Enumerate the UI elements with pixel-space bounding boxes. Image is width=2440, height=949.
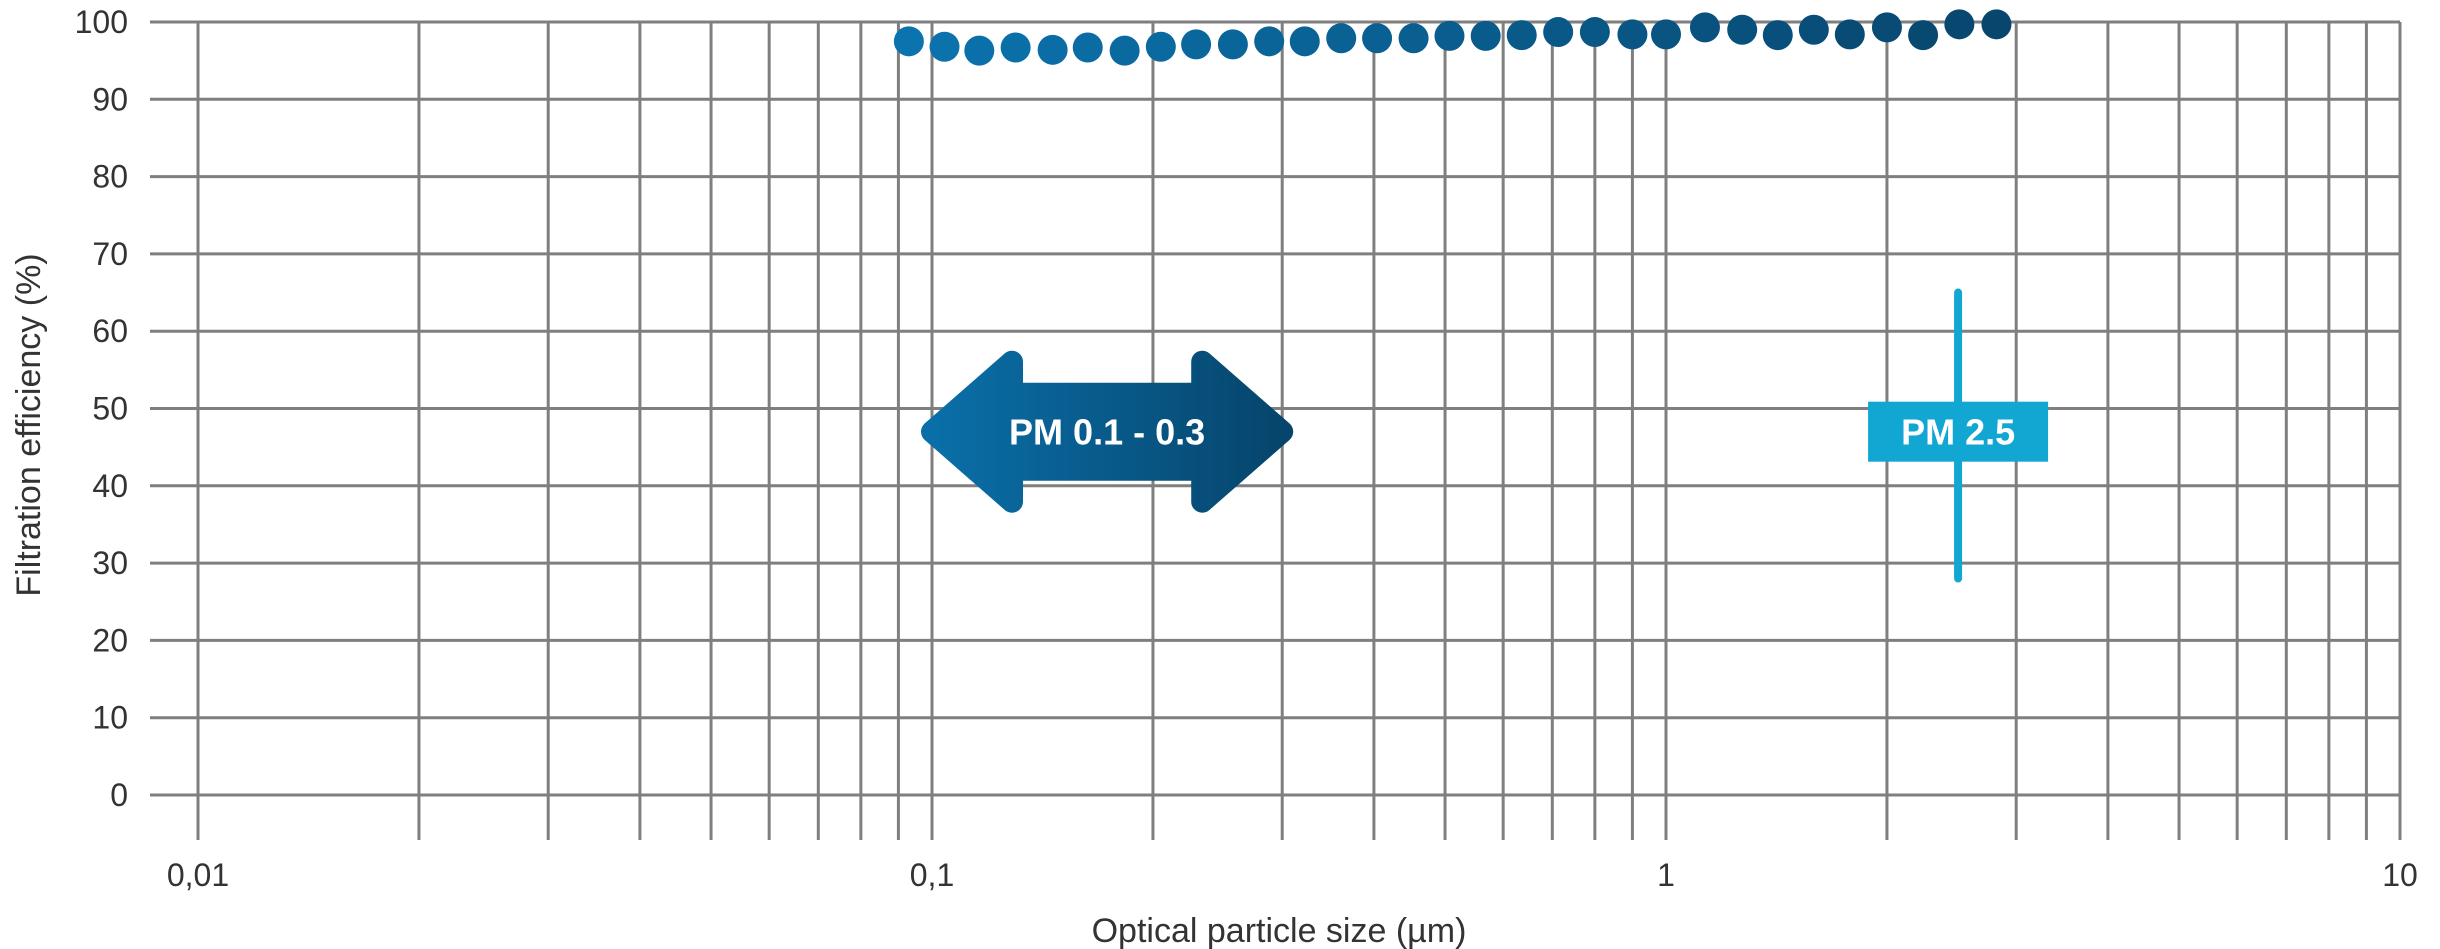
- y-tick-label: 50: [92, 391, 128, 427]
- pm-0.1-0.3-arrow: PM 0.1 - 0.3: [921, 350, 1294, 513]
- data-point: [1727, 14, 1758, 45]
- data-point: [1651, 19, 1681, 50]
- grid-lines: [150, 20, 2402, 840]
- data-point: [893, 26, 924, 57]
- y-tick-label: 0: [110, 777, 128, 813]
- data-point: [1037, 34, 1068, 65]
- y-tick-label: 20: [92, 622, 128, 658]
- data-point: [1362, 23, 1393, 54]
- data-point: [1145, 31, 1176, 62]
- y-tick-label: 80: [92, 159, 128, 195]
- pm-2.5-box: [1868, 401, 2049, 462]
- x-axis-title: Optical particle size (µm): [1092, 912, 1467, 949]
- data-point: [1000, 32, 1031, 63]
- data-point: [1072, 32, 1103, 63]
- data-points: [893, 9, 2012, 66]
- data-point: [1617, 19, 1648, 50]
- data-point: [1981, 9, 2012, 40]
- arrow-shape: [921, 350, 1294, 513]
- pm-0.1-0.3-label: PM 0.1 - 0.3: [1009, 412, 1205, 453]
- data-point: [929, 31, 960, 62]
- x-tick-label: 10: [2382, 857, 2418, 893]
- data-point: [1543, 17, 1574, 48]
- pm-2.5-marker: PM 2.5: [1868, 288, 2049, 583]
- data-point: [1434, 20, 1465, 51]
- data-point: [1109, 35, 1140, 66]
- x-tick-labels: 0,01 0,1 1 10: [167, 857, 2418, 893]
- y-tick-label: 60: [92, 313, 128, 349]
- data-point: [1398, 23, 1429, 54]
- y-tick-label: 100: [75, 4, 128, 40]
- data-point: [1908, 20, 1939, 51]
- data-point: [1217, 29, 1248, 60]
- data-point: [1181, 29, 1212, 60]
- annotations: PM 0.1 - 0.3 PM 2.5: [921, 288, 2049, 583]
- data-point: [1254, 26, 1285, 57]
- data-point: [1871, 12, 1902, 43]
- y-axis-title: Filtration efficiency (%): [10, 253, 48, 596]
- data-point: [1326, 23, 1357, 54]
- x-tick-label: 1: [1657, 857, 1675, 893]
- x-tick-label: 0,1: [910, 857, 954, 893]
- y-tick-label: 90: [92, 81, 128, 117]
- data-point: [1289, 26, 1320, 57]
- data-point: [1798, 14, 1829, 45]
- y-tick-label: 30: [92, 545, 128, 581]
- pm-2.5-label: PM 2.5: [1901, 412, 2015, 453]
- data-point: [1944, 9, 1975, 40]
- data-point: [1834, 19, 1865, 50]
- data-point: [1579, 17, 1610, 48]
- y-tick-label: 40: [92, 468, 128, 504]
- y-tick-label: 10: [92, 700, 128, 736]
- data-point: [1506, 20, 1537, 51]
- x-tick-label: 0,01: [167, 857, 229, 893]
- data-point: [1762, 20, 1793, 51]
- data-point: [964, 35, 995, 66]
- y-tick-labels: 0 10 20 30 40 50 60 70 80 90 100: [75, 4, 128, 813]
- y-tick-label: 70: [92, 236, 128, 272]
- data-point: [1470, 20, 1501, 51]
- data-point: [1689, 12, 1720, 43]
